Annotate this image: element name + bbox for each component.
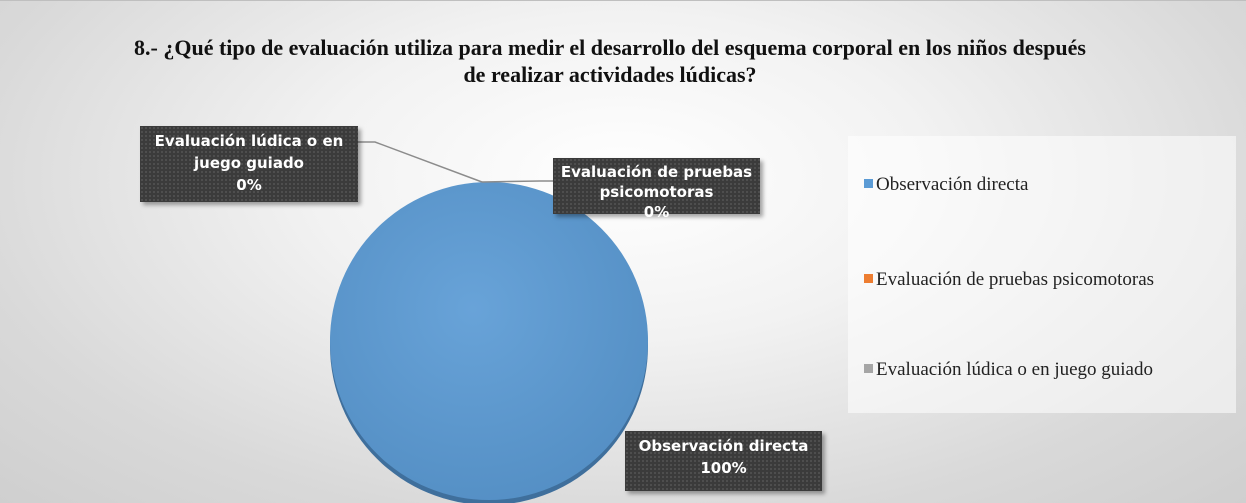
- data-label-category: Observación directa: [638, 437, 809, 455]
- data-label-value: 100%: [700, 459, 747, 477]
- legend: Observación directa Evaluación de pruebas…: [848, 136, 1236, 413]
- legend-swatch: [864, 274, 873, 283]
- legend-swatch: [864, 179, 873, 188]
- legend-label: Observación directa: [876, 174, 1029, 195]
- data-label-category: Evaluación de pruebas psicomotoras: [560, 163, 753, 201]
- legend-swatch: [864, 364, 873, 373]
- leader-line: [481, 180, 553, 183]
- leader-line: [358, 141, 483, 183]
- legend-item: Evaluación de pruebas psicomotoras: [864, 269, 1154, 291]
- data-label-value: 0%: [236, 176, 262, 194]
- data-label: Evaluación lúdica o en juego guiado 0%: [140, 126, 358, 202]
- data-label-value: 0%: [643, 203, 670, 221]
- chart-title: 8.- ¿Qué tipo de evaluación utiliza para…: [134, 35, 1086, 87]
- legend-item: Evaluación lúdica o en juego guiado: [864, 359, 1153, 381]
- legend-label: Evaluación de pruebas psicomotoras: [876, 269, 1155, 290]
- data-label: Observación directa 100%: [625, 431, 822, 491]
- data-label-category: Evaluación lúdica o en juego guiado: [154, 132, 344, 172]
- pie: [330, 182, 648, 500]
- legend-item: Observación directa: [864, 174, 1028, 196]
- pie-shading: [330, 182, 648, 500]
- data-label: Evaluación de pruebas psicomotoras 0%: [553, 158, 760, 221]
- legend-label: Evaluación lúdica o en juego guiado: [876, 359, 1153, 380]
